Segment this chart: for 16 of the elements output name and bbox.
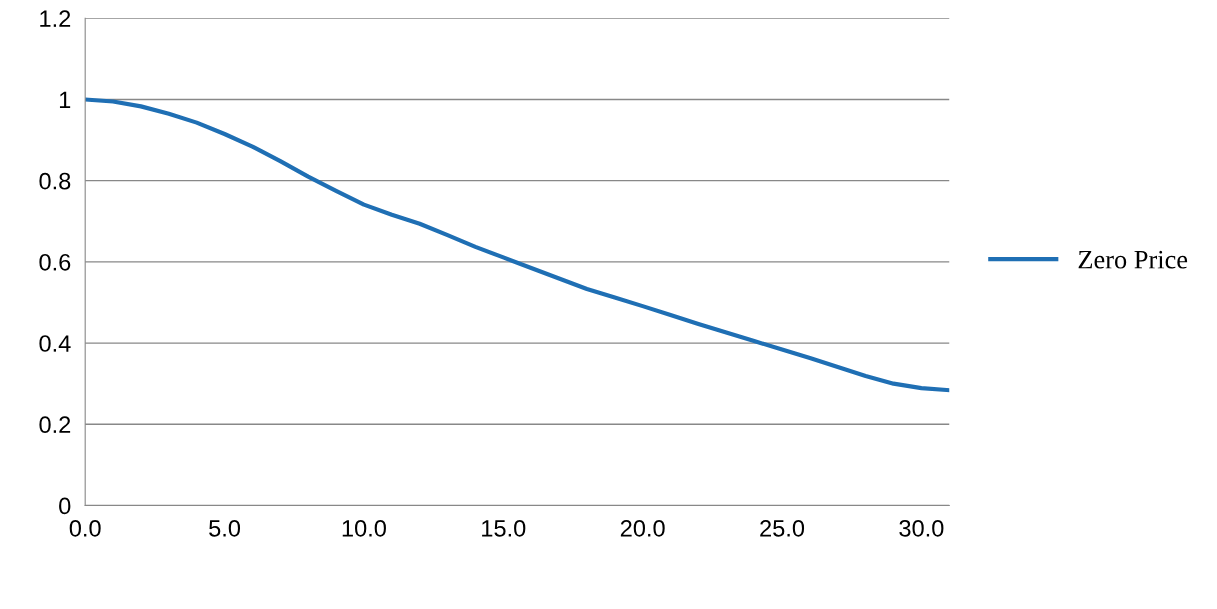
line-series: [85, 97, 950, 393]
x-tick-label: 5.0: [209, 519, 241, 537]
x-tick-label: 15.0: [482, 519, 526, 537]
x-tick-label: 30.0: [899, 519, 944, 537]
x-tick-label: 0.0: [69, 519, 101, 537]
legend-label: Zero Price: [1078, 250, 1188, 269]
y-tick-label: 0.2: [39, 416, 71, 434]
y-tick-label: 0.6: [39, 253, 71, 271]
y-tick-label: 0.8: [39, 172, 71, 190]
x-tick-label: 20.0: [620, 519, 665, 537]
y-tick-label: 0.4: [39, 335, 71, 352]
x-tick-label: 10.0: [342, 519, 386, 537]
x-tick-label: 25.0: [760, 519, 805, 537]
y-tick-label: 1.2: [40, 10, 71, 27]
y-tick-label: 0: [59, 497, 71, 515]
y-tick-label: 1: [59, 91, 71, 109]
